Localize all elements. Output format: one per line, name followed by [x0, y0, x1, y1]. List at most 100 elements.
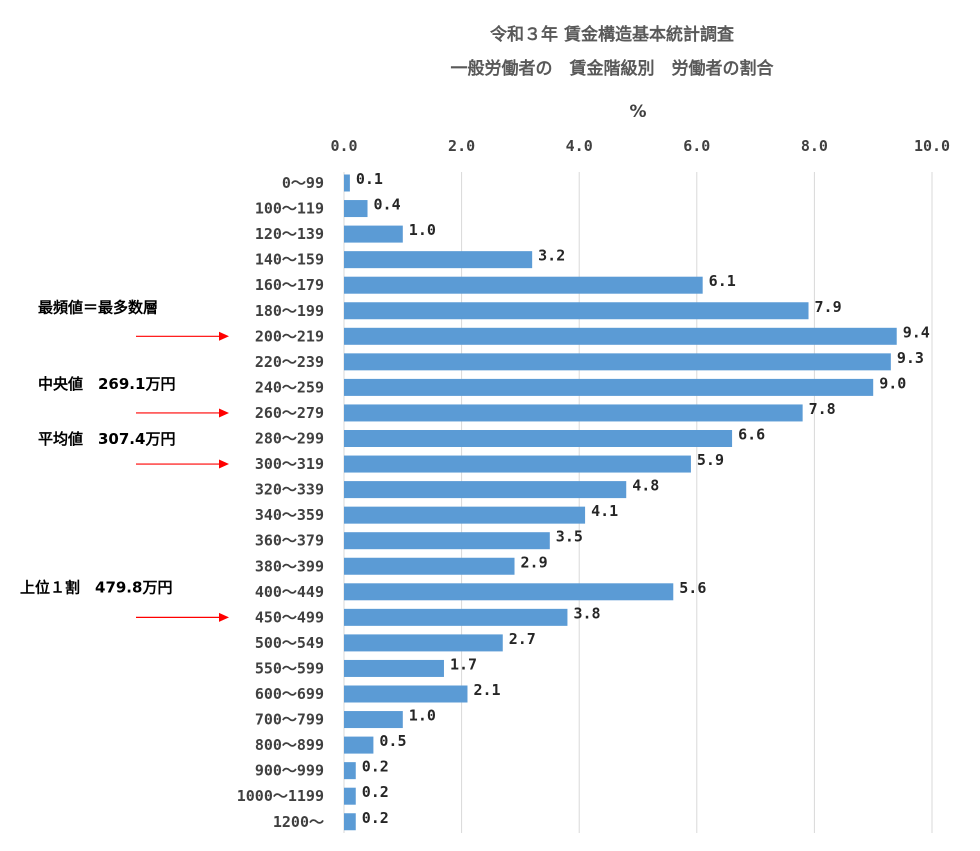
category-label: 180～199: [255, 302, 324, 320]
category-label: 200～219: [255, 327, 324, 345]
bar: [344, 276, 703, 294]
category-label: 220～239: [255, 353, 324, 371]
category-label: 140～159: [255, 251, 324, 269]
data-label: 0.5: [379, 732, 406, 750]
bar: [344, 353, 891, 371]
category-label: 700～799: [255, 711, 324, 729]
category-label: 400～449: [255, 583, 324, 601]
category-label: 450～499: [255, 608, 324, 626]
data-label: 3.5: [556, 528, 583, 546]
data-label: 2.1: [473, 681, 500, 699]
bar: [344, 174, 350, 192]
category-label: 280～299: [255, 430, 324, 448]
bar: [344, 762, 356, 780]
bar: [344, 327, 897, 345]
category-label: 160～179: [255, 276, 324, 294]
bar-layer: [344, 174, 897, 831]
data-label: 7.8: [809, 400, 836, 418]
data-label: 6.6: [738, 426, 765, 444]
bar: [344, 225, 403, 243]
data-label: 3.2: [538, 247, 565, 265]
chart-title-line-1: 令和３年 賃金構造基本統計調査: [490, 24, 735, 45]
data-label: 4.8: [632, 477, 659, 495]
data-label: 0.4: [374, 196, 401, 214]
category-label: 500～549: [255, 634, 324, 652]
annotation-label: 中央値 269.1万円: [38, 375, 175, 393]
value-labels: 0.1 0.4 1.0 3.2 6.1 7.9 9.4 9.3 9.0 7.8 6.6 5.9 4.8 4…: [356, 170, 930, 827]
x-tick-label: 4.0: [566, 137, 593, 155]
annotation-label: 上位１割 479.8万円: [20, 578, 172, 596]
bar: [344, 787, 356, 805]
bar: [344, 685, 468, 703]
category-label: 340～359: [255, 506, 324, 524]
annotation-label: 平均値 307.4万円: [38, 430, 175, 448]
bar: [344, 736, 374, 754]
grid-layer: [343, 172, 933, 833]
data-label: 2.9: [521, 553, 548, 571]
annotation-arrow-head: [219, 612, 229, 622]
bar: [344, 430, 733, 447]
category-label: 550～599: [255, 659, 324, 677]
data-label: 0.2: [362, 758, 389, 776]
data-label: 7.9: [815, 298, 842, 316]
category-label: 100～119: [255, 200, 324, 218]
data-label: 9.4: [903, 323, 930, 341]
bar: [344, 378, 874, 396]
data-label: 9.0: [879, 374, 906, 392]
category-label: 300～319: [255, 455, 324, 473]
bar: [344, 506, 586, 524]
bar: [344, 711, 403, 729]
bar: [344, 532, 550, 550]
data-label: 0.1: [356, 170, 383, 188]
category-label: 0～99: [282, 174, 324, 192]
data-label: 5.9: [697, 451, 724, 469]
data-label: 1.0: [409, 221, 436, 239]
bar: [344, 481, 627, 499]
x-tick-label: 2.0: [448, 137, 475, 155]
chart-title-line-2: 一般労働者の 賃金階級別 労働者の割合: [451, 58, 775, 79]
data-label: 3.8: [573, 604, 600, 622]
bar: [344, 200, 368, 218]
category-label: 360～379: [255, 532, 324, 550]
category-label: 320～339: [255, 481, 324, 499]
bar: [344, 659, 444, 677]
bar: [344, 608, 568, 626]
bar: [344, 634, 503, 652]
data-label: 5.6: [679, 579, 706, 597]
bar: [344, 813, 356, 831]
category-label: 240～259: [255, 378, 324, 396]
annotation-arrow-head: [219, 459, 229, 469]
data-label: 0.2: [362, 783, 389, 801]
data-label: 1.7: [450, 655, 477, 673]
axis-unit-label: %: [629, 102, 646, 122]
x-tick-label: 6.0: [683, 137, 710, 155]
annotation-label: 最頻値＝最多数層: [38, 298, 158, 316]
data-label: 4.1: [591, 502, 618, 520]
data-label: 9.3: [897, 349, 924, 367]
data-label: 1.0: [409, 707, 436, 725]
category-label: 900～999: [255, 762, 324, 780]
data-label: 0.2: [362, 809, 389, 827]
bar: [344, 557, 515, 575]
x-tick-label: 10.0: [914, 137, 950, 155]
data-label: 2.7: [509, 630, 536, 648]
category-label: 600～699: [255, 685, 324, 703]
category-label: 1000～1199: [237, 787, 324, 805]
category-label: 800～899: [255, 736, 324, 754]
x-axis-ticks: 0.0 2.0 4.0 6.0 8.0 10.0: [330, 137, 950, 155]
bar: [344, 404, 803, 422]
category-labels: 0～99 100～119 120～139 140～159 160～179 180～199 2…: [237, 174, 324, 831]
x-tick-label: 8.0: [801, 137, 828, 155]
category-label: 1200～: [273, 813, 324, 831]
bar: [344, 583, 674, 601]
data-label: 6.1: [709, 272, 736, 290]
annotation-arrow-head: [219, 408, 229, 418]
category-label: 260～279: [255, 404, 324, 422]
annotation-arrow-head: [219, 331, 229, 341]
bar: [344, 455, 691, 473]
bar: [344, 251, 533, 269]
category-label: 120～139: [255, 225, 324, 243]
bar: [344, 302, 809, 320]
